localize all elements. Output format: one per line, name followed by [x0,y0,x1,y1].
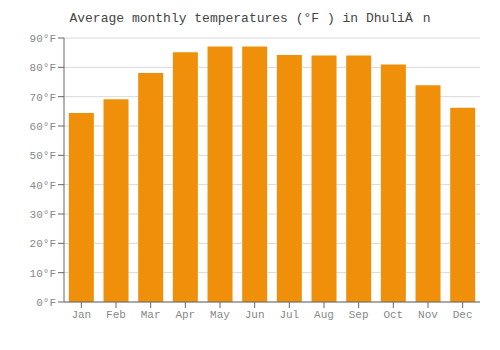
svg-text:90°F: 90°F [30,33,56,45]
svg-text:10°F: 10°F [30,268,56,280]
svg-text:50°F: 50°F [30,150,56,162]
svg-text:70°F: 70°F [30,92,56,104]
svg-text:80°F: 80°F [30,62,56,74]
svg-text:0°F: 0°F [36,297,56,309]
svg-text:Mar: Mar [141,309,161,321]
svg-text:Nov: Nov [418,309,438,321]
svg-text:Apr: Apr [175,309,195,321]
svg-text:Oct: Oct [383,309,403,321]
svg-text:40°F: 40°F [30,180,56,192]
html-text:Average monthly temperatures (: Average monthly temperatures (°F ) in Dh… [69,11,431,26]
svg-text:Sep: Sep [349,309,369,321]
svg-text:30°F: 30°F [30,209,56,221]
svg-text:20°F: 20°F [30,238,56,250]
svg-text:May: May [210,309,230,321]
svg-text:Jan: Jan [71,309,91,321]
svg-text:Aug: Aug [314,309,334,321]
svg-text:Dec: Dec [453,309,473,321]
svg-text:60°F: 60°F [30,121,56,133]
svg-text:Jun: Jun [245,309,265,321]
svg-text:Feb: Feb [106,309,126,321]
svg-text:Jul: Jul [279,309,299,321]
